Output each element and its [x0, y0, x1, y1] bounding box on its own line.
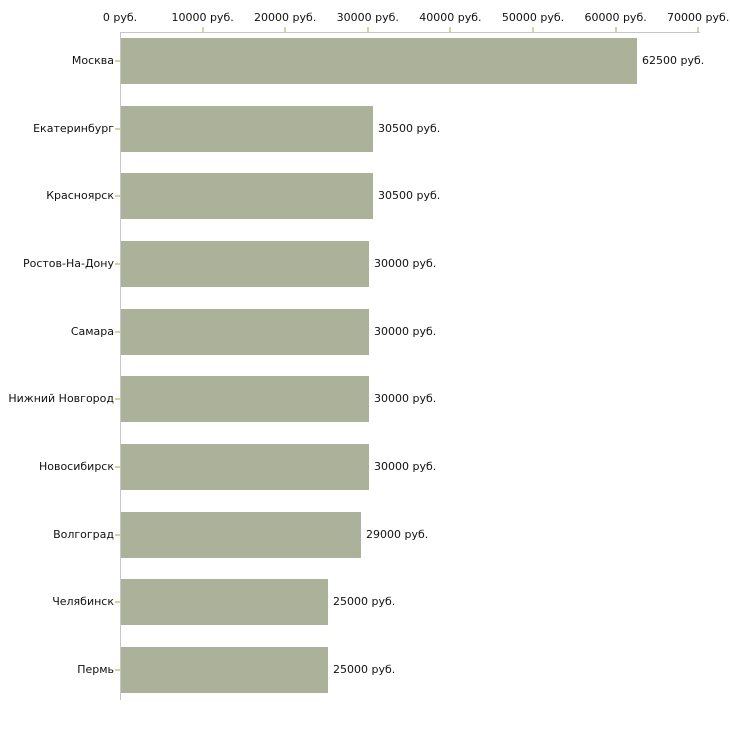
x-axis-line	[120, 32, 700, 33]
category-label: Челябинск	[52, 595, 114, 608]
x-axis-tick	[284, 27, 287, 32]
y-axis-tick	[115, 466, 120, 468]
value-label: 30000 руб.	[374, 392, 437, 405]
y-axis-tick	[115, 669, 120, 671]
y-axis-tick	[115, 398, 120, 400]
x-axis-tick-label: 50000 руб.	[501, 11, 565, 24]
value-label: 30500 руб.	[378, 189, 441, 202]
value-label: 25000 руб.	[333, 595, 396, 608]
category-label: Нижний Новгород	[8, 392, 114, 405]
x-axis-tick	[449, 27, 452, 32]
y-axis-tick	[115, 60, 120, 62]
y-axis-tick	[115, 195, 120, 197]
value-label: 29000 руб.	[366, 528, 429, 541]
x-axis-tick	[697, 27, 700, 32]
y-axis-tick	[115, 601, 120, 603]
bar	[121, 444, 369, 490]
value-label: 25000 руб.	[333, 663, 396, 676]
bar	[121, 309, 369, 355]
bar	[121, 512, 361, 558]
category-label: Екатеринбург	[33, 122, 114, 135]
x-axis-tick-label: 70000 руб.	[667, 11, 730, 24]
bar	[121, 579, 328, 625]
category-label: Москва	[71, 54, 114, 67]
bar	[121, 106, 373, 152]
x-axis-tick	[201, 27, 204, 32]
value-label: 30000 руб.	[374, 460, 437, 473]
x-axis-tick	[366, 27, 369, 32]
y-axis-line	[120, 32, 121, 700]
x-axis-tick-label: 60000 руб.	[584, 11, 647, 24]
category-label: Пермь	[77, 663, 114, 676]
x-axis-tick	[532, 27, 534, 32]
value-label: 30000 руб.	[374, 257, 437, 270]
y-axis-tick	[115, 263, 120, 265]
value-label: 30000 руб.	[374, 325, 437, 338]
y-axis-tick	[115, 534, 120, 536]
x-axis-tick-label: 0 руб.	[102, 11, 138, 24]
category-label: Самара	[70, 325, 114, 338]
bar	[121, 376, 369, 422]
category-label: Новосибирск	[38, 460, 114, 473]
x-axis-tick-label: 30000 руб.	[336, 11, 399, 24]
value-label: 62500 руб.	[642, 54, 705, 67]
category-label: Ростов-На-Дону	[22, 257, 114, 270]
category-label: Красноярск	[46, 189, 114, 202]
bar	[121, 173, 373, 219]
bar	[121, 241, 369, 287]
y-axis-tick	[115, 128, 120, 130]
x-axis-tick-label: 20000 руб.	[254, 11, 317, 24]
x-axis-tick-label: 10000 руб.	[171, 11, 234, 24]
bar	[121, 38, 637, 84]
bar	[121, 647, 328, 693]
value-label: 30500 руб.	[378, 122, 441, 135]
y-axis-tick	[115, 331, 120, 333]
category-label: Волгоград	[53, 528, 114, 541]
x-axis-tick-label: 40000 руб.	[419, 11, 482, 24]
x-axis-tick	[614, 27, 617, 32]
